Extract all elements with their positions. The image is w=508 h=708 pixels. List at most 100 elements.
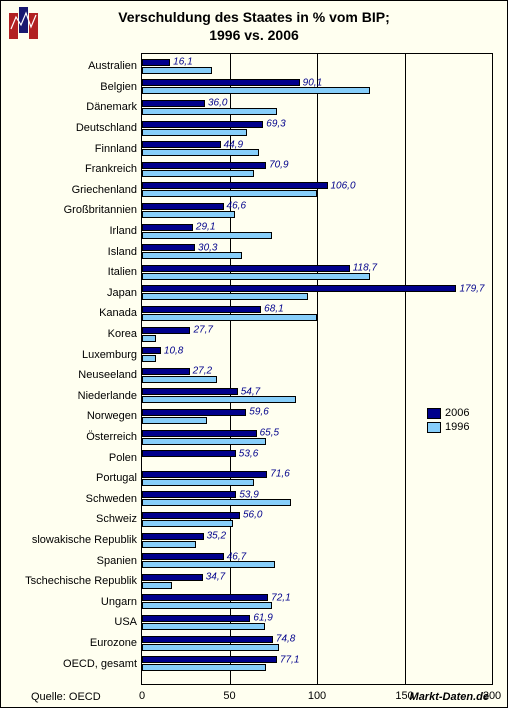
category-row: Island30,3	[142, 241, 492, 262]
plot-area: 050100150200Australien16,1Belgien90,1Dän…	[141, 53, 493, 685]
legend-item: 1996	[427, 421, 469, 433]
bar-2006	[142, 512, 240, 519]
bar-2006	[142, 471, 267, 478]
legend-item: 2006	[427, 407, 469, 419]
category-label: Norwegen	[87, 410, 142, 422]
bar-2006	[142, 182, 328, 189]
value-label-2006: 106,0	[328, 180, 356, 191]
category-row: Spanien46,7	[142, 550, 492, 571]
category-row: Neuseeland27,2	[142, 365, 492, 386]
bar-2006	[142, 594, 268, 601]
bar-1996	[142, 232, 272, 239]
bar-2006	[142, 574, 203, 581]
bar-1996	[142, 149, 259, 156]
bar-2006	[142, 224, 193, 231]
title-line-2: 1996 vs. 2006	[209, 27, 299, 43]
value-label-2006: 56,0	[240, 510, 262, 521]
bar-2006	[142, 141, 221, 148]
bar-1996	[142, 541, 196, 548]
value-label-2006: 77,1	[277, 654, 299, 665]
bar-2006	[142, 306, 261, 313]
category-row: Irland29,1	[142, 221, 492, 242]
value-label-2006: 27,7	[190, 325, 212, 336]
bar-2006	[142, 615, 250, 622]
bar-2006	[142, 79, 300, 86]
category-row: Schweden53,9	[142, 489, 492, 510]
value-label-2006: 59,6	[246, 407, 268, 418]
category-label: Schweden	[86, 493, 142, 505]
category-row: Frankreich70,9	[142, 159, 492, 180]
category-label: Neuseeland	[78, 369, 142, 381]
bar-2006	[142, 265, 350, 272]
category-row: Niederlande54,7	[142, 386, 492, 407]
bar-2006	[142, 327, 190, 334]
bar-1996	[142, 417, 207, 424]
category-row: OECD, gesamt77,1	[142, 653, 492, 674]
bar-1996	[142, 108, 277, 115]
bar-1996	[142, 582, 172, 589]
bar-1996	[142, 602, 272, 609]
bar-1996	[142, 170, 254, 177]
category-row: Finnland44,9	[142, 138, 492, 159]
bar-1996	[142, 623, 265, 630]
value-label-2006: 69,3	[263, 119, 285, 130]
category-label: slowakische Republik	[32, 534, 142, 546]
category-row: Portugal71,6	[142, 468, 492, 489]
category-label: Großbritannien	[64, 204, 142, 216]
value-label-2006: 35,2	[204, 531, 226, 542]
category-label: Polen	[109, 452, 142, 464]
bar-2006	[142, 244, 195, 251]
bar-2006	[142, 533, 204, 540]
category-row: slowakische Republik35,2	[142, 530, 492, 551]
bar-1996	[142, 129, 247, 136]
chart-title: Verschuldung des Staates in % vom BIP; 1…	[1, 9, 507, 44]
category-label: Italien	[108, 266, 142, 278]
bar-1996	[142, 335, 156, 342]
category-label: Japan	[107, 287, 142, 299]
category-label: Luxemburg	[82, 349, 142, 361]
bar-1996	[142, 293, 308, 300]
category-label: Niederlande	[78, 390, 142, 402]
category-label: Portugal	[96, 472, 142, 484]
category-row: Ungarn72,1	[142, 592, 492, 613]
value-label-2006: 53,6	[236, 448, 258, 459]
bar-2006	[142, 285, 456, 292]
category-row: Eurozone74,8	[142, 633, 492, 654]
category-row: Deutschland69,3	[142, 118, 492, 139]
bar-1996	[142, 211, 235, 218]
category-label: Österreich	[86, 431, 142, 443]
bar-2006	[142, 491, 236, 498]
bar-2006	[142, 430, 257, 437]
value-label-2006: 10,8	[161, 345, 183, 356]
bar-2006	[142, 553, 224, 560]
bar-1996	[142, 355, 156, 362]
bar-2006	[142, 368, 190, 375]
category-row: Japan179,7	[142, 283, 492, 304]
chart-frame: Verschuldung des Staates in % vom BIP; 1…	[0, 0, 508, 708]
bar-2006	[142, 162, 266, 169]
bar-2006	[142, 59, 170, 66]
category-row: Belgien90,1	[142, 77, 492, 98]
bar-1996	[142, 190, 317, 197]
category-row: USA61,9	[142, 612, 492, 633]
category-label: Tschechische Republik	[25, 575, 142, 587]
bar-1996	[142, 499, 291, 506]
bar-1996	[142, 644, 279, 651]
x-tick-label: 100	[308, 690, 326, 702]
bar-1996	[142, 252, 242, 259]
bar-2006	[142, 409, 246, 416]
credit-label: Markt-Daten.de	[410, 691, 489, 703]
category-label: Finnland	[95, 143, 142, 155]
bar-1996	[142, 561, 275, 568]
x-tick-label: 0	[139, 690, 145, 702]
bar-2006	[142, 450, 236, 457]
x-tick-label: 50	[223, 690, 235, 702]
category-label: Irland	[109, 225, 142, 237]
bar-1996	[142, 376, 217, 383]
value-label-2006: 34,7	[203, 572, 225, 583]
category-row: Schweiz56,0	[142, 509, 492, 530]
bar-1996	[142, 314, 317, 321]
category-label: Island	[108, 246, 142, 258]
bar-1996	[142, 479, 254, 486]
category-row: Korea27,7	[142, 324, 492, 345]
